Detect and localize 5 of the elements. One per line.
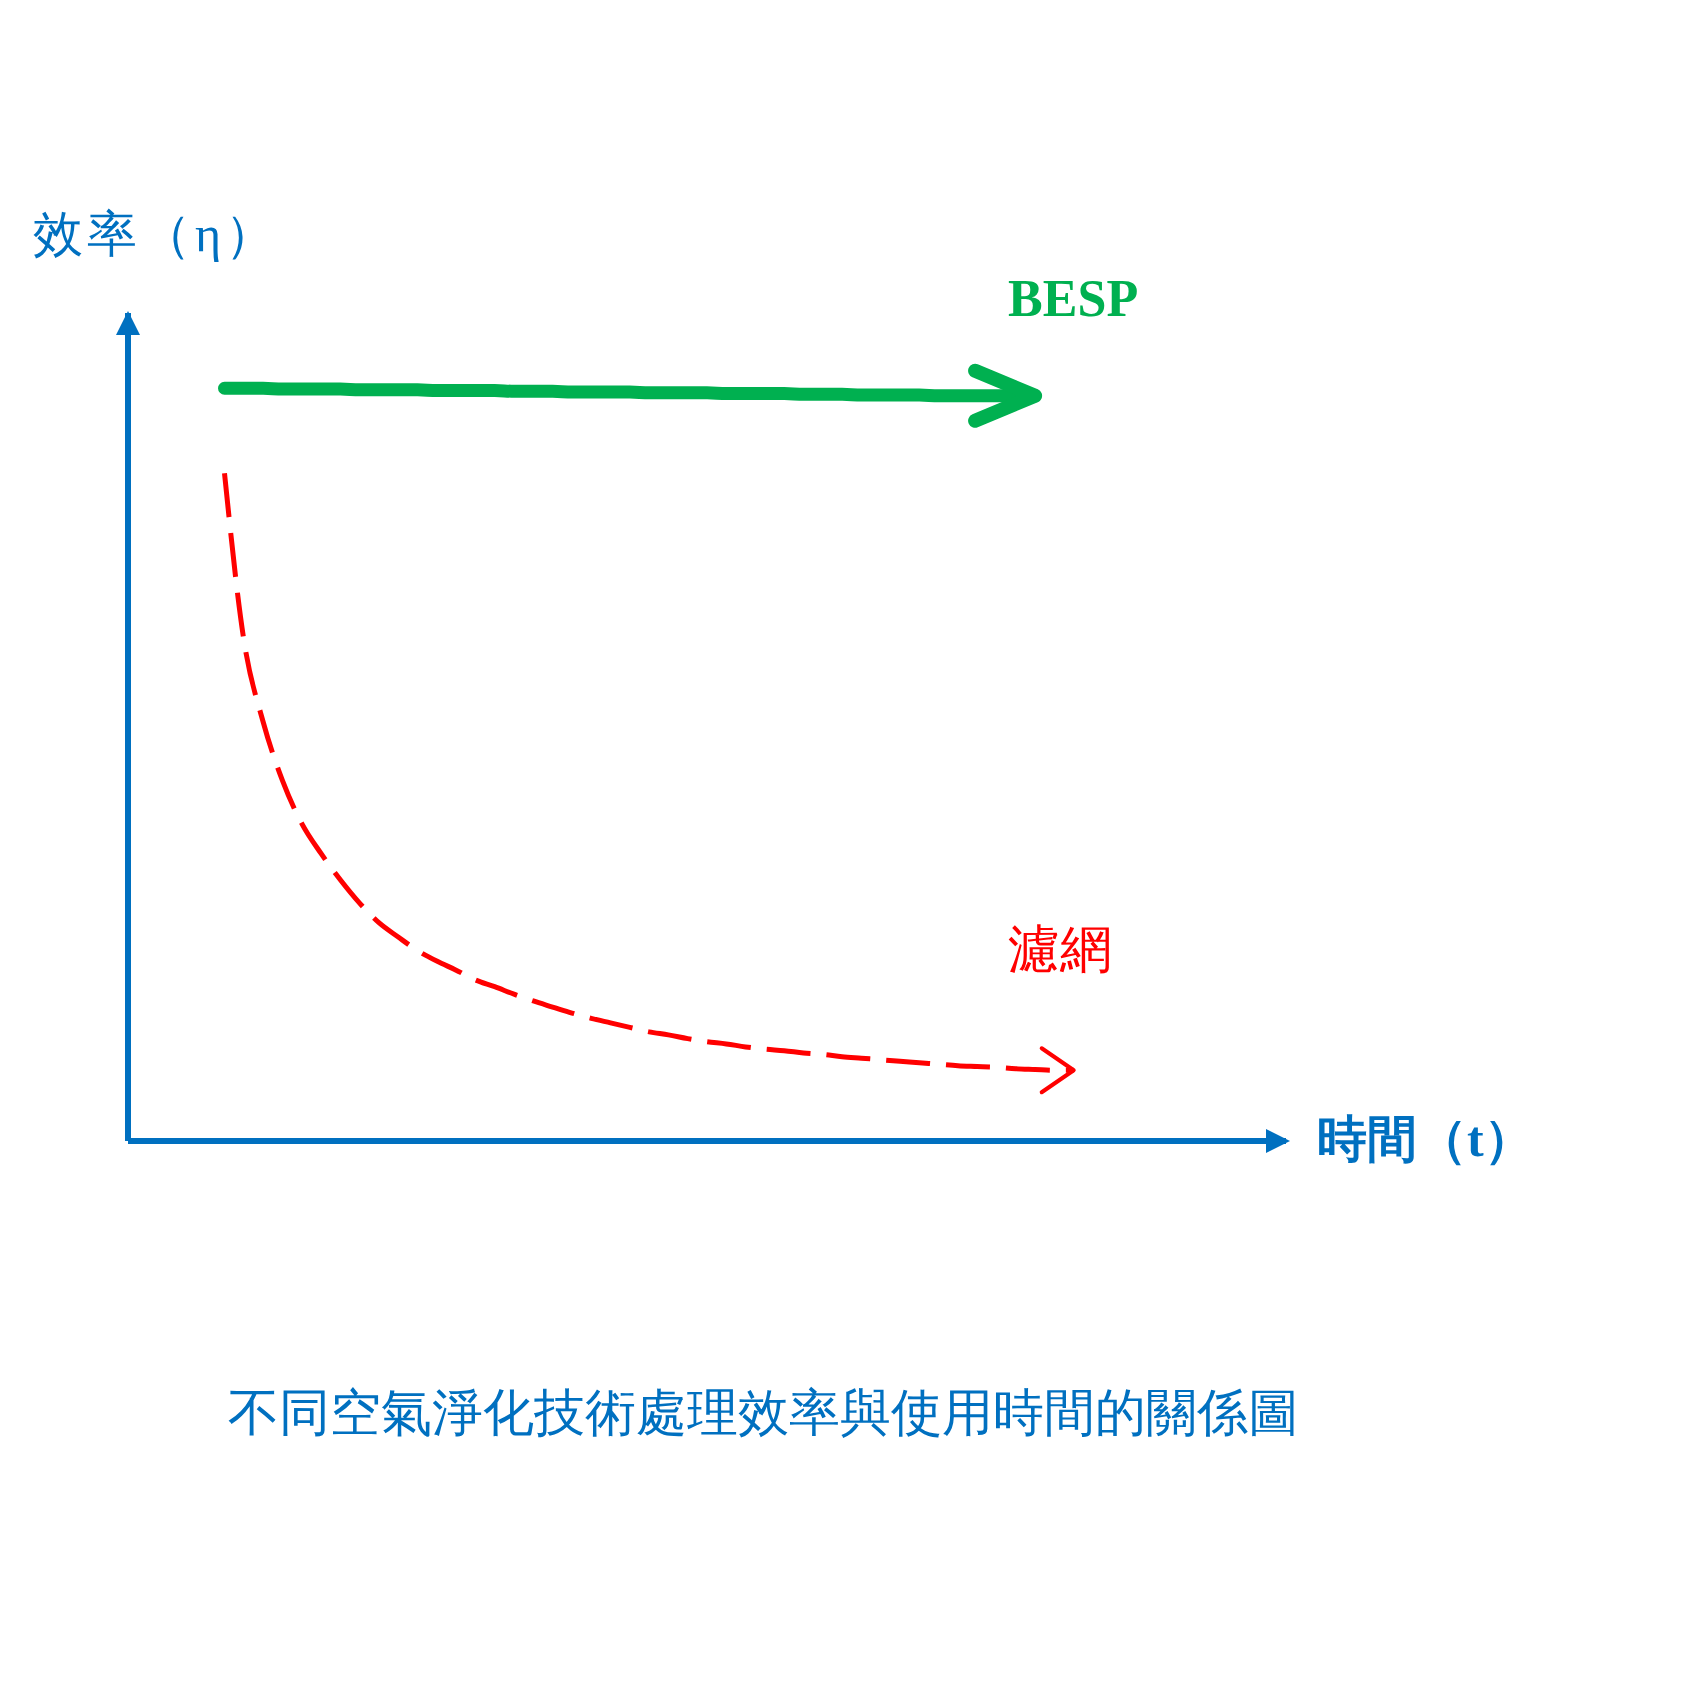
series-label: BESP [1008, 270, 1139, 328]
text: 不同空氣淨化技術處理效率與使用時間的關係圖 [228, 1385, 1299, 1441]
series-label: 濾網 [1007, 920, 1112, 978]
y-axis-title: 效率（η） [33, 206, 280, 262]
x-axis-title: 時間（t） [1317, 1111, 1534, 1167]
